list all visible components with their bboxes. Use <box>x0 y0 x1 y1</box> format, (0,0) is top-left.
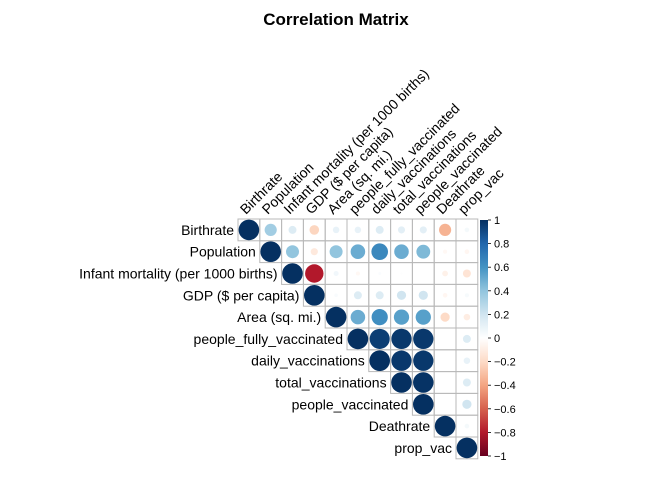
corr-circle <box>288 225 297 234</box>
corr-circle <box>413 350 434 371</box>
color-legend: 1 0.8 0.6 0.4 0.2 0 −0.2 −0.4 −0.6 −0.8 −1 <box>480 215 516 463</box>
corr-circle <box>350 309 366 325</box>
color-bar-tick-label: 0.2 <box>494 309 509 321</box>
corr-circle <box>464 293 469 298</box>
corr-circle <box>422 272 425 275</box>
corr-circle <box>347 328 369 350</box>
corr-circle <box>369 350 391 372</box>
corr-circle <box>391 350 412 371</box>
corr-circle <box>325 306 347 328</box>
corr-circle <box>393 309 410 325</box>
corr-circle <box>378 272 382 275</box>
corr-circle <box>415 309 431 325</box>
corr-circle <box>371 308 388 326</box>
corr-circle <box>310 248 318 256</box>
corr-circle <box>375 225 384 234</box>
corr-circle <box>413 328 434 350</box>
color-bar-tick-label: −0.2 <box>494 357 516 369</box>
corr-circle <box>334 293 338 298</box>
corr-circle <box>238 219 260 241</box>
corr-circle <box>282 263 303 284</box>
corr-circle <box>264 223 277 236</box>
row-label: people_fully_vaccinated <box>194 331 343 347</box>
corr-circle <box>434 415 456 437</box>
matrix-grid <box>237 218 479 460</box>
row-label: GDP ($ per capita) <box>183 287 299 303</box>
corr-circle <box>413 394 434 415</box>
color-bar-tick-label: −0.8 <box>494 427 516 439</box>
corr-circle <box>304 285 325 306</box>
row-label: daily_vaccinations <box>251 353 365 369</box>
corr-circle <box>419 226 427 234</box>
corr-circle <box>464 249 470 254</box>
corr-circle <box>309 225 320 235</box>
corr-circle <box>439 223 452 236</box>
corr-circle <box>444 338 446 340</box>
corr-circle <box>332 226 340 234</box>
corr-circle <box>462 399 472 409</box>
color-bar-tick-label: 0.4 <box>494 286 509 298</box>
corr-circle <box>462 334 471 343</box>
corr-circle <box>463 357 471 364</box>
corr-circle <box>354 226 362 234</box>
corr-circle <box>369 328 390 349</box>
corr-circle <box>350 244 366 259</box>
corr-circle <box>444 403 446 406</box>
corr-circle <box>444 381 446 384</box>
color-bar-tick-label: −1 <box>494 451 507 463</box>
color-bar-tick-label: 1 <box>494 215 500 227</box>
color-bar-tick-label: −0.6 <box>494 404 516 416</box>
corr-circle <box>462 378 471 387</box>
color-bar-tick-label: 0.6 <box>494 262 509 274</box>
corr-circle <box>396 290 407 300</box>
corr-circle <box>355 271 360 276</box>
row-label: people_vaccinated <box>292 396 409 412</box>
corr-circle <box>394 244 409 259</box>
chart-title: Correlation Matrix <box>263 10 409 29</box>
corr-circle <box>444 359 446 362</box>
corr-circle <box>464 423 470 429</box>
row-label: Deathrate <box>369 418 431 434</box>
corr-circle <box>333 270 339 277</box>
color-bar-tick-label: 0 <box>494 333 500 345</box>
corr-circle <box>260 241 282 262</box>
corr-circle <box>463 313 471 321</box>
corr-circle <box>400 272 403 275</box>
corr-circle <box>442 270 449 277</box>
row-label: Birthrate <box>181 222 234 238</box>
row-labels: Birthrate Population Infant mortality (per… <box>79 222 452 456</box>
corr-circle <box>391 328 412 350</box>
row-label: Area (sq. mi.) <box>237 309 321 325</box>
corr-circle <box>391 372 412 393</box>
corr-circle <box>305 264 324 283</box>
corr-circle <box>464 227 470 233</box>
corr-circle <box>440 312 450 322</box>
corr-circle <box>353 291 362 300</box>
corr-circle <box>462 269 471 278</box>
corr-circle <box>371 243 389 260</box>
row-label: prop_vac <box>394 440 452 456</box>
correlation-circles <box>238 219 478 459</box>
grid-cell <box>455 436 479 460</box>
row-label: Population <box>190 244 256 260</box>
corr-circle <box>416 244 431 259</box>
corr-circle <box>329 245 343 259</box>
corr-circle <box>397 226 406 234</box>
row-label: total_vaccinations <box>275 375 386 391</box>
corr-circle <box>442 293 448 298</box>
color-bar-tick-label: −0.4 <box>494 380 516 392</box>
row-label: Infant mortality (per 1000 births) <box>79 266 277 282</box>
corr-circle <box>413 372 434 393</box>
corr-circle <box>443 249 448 254</box>
corr-circle <box>456 437 478 459</box>
corr-circle <box>418 290 428 300</box>
corr-circle <box>375 291 384 300</box>
color-bar <box>480 220 488 456</box>
corr-circle <box>285 245 300 259</box>
color-bar-tick-label: 0.8 <box>494 239 509 251</box>
